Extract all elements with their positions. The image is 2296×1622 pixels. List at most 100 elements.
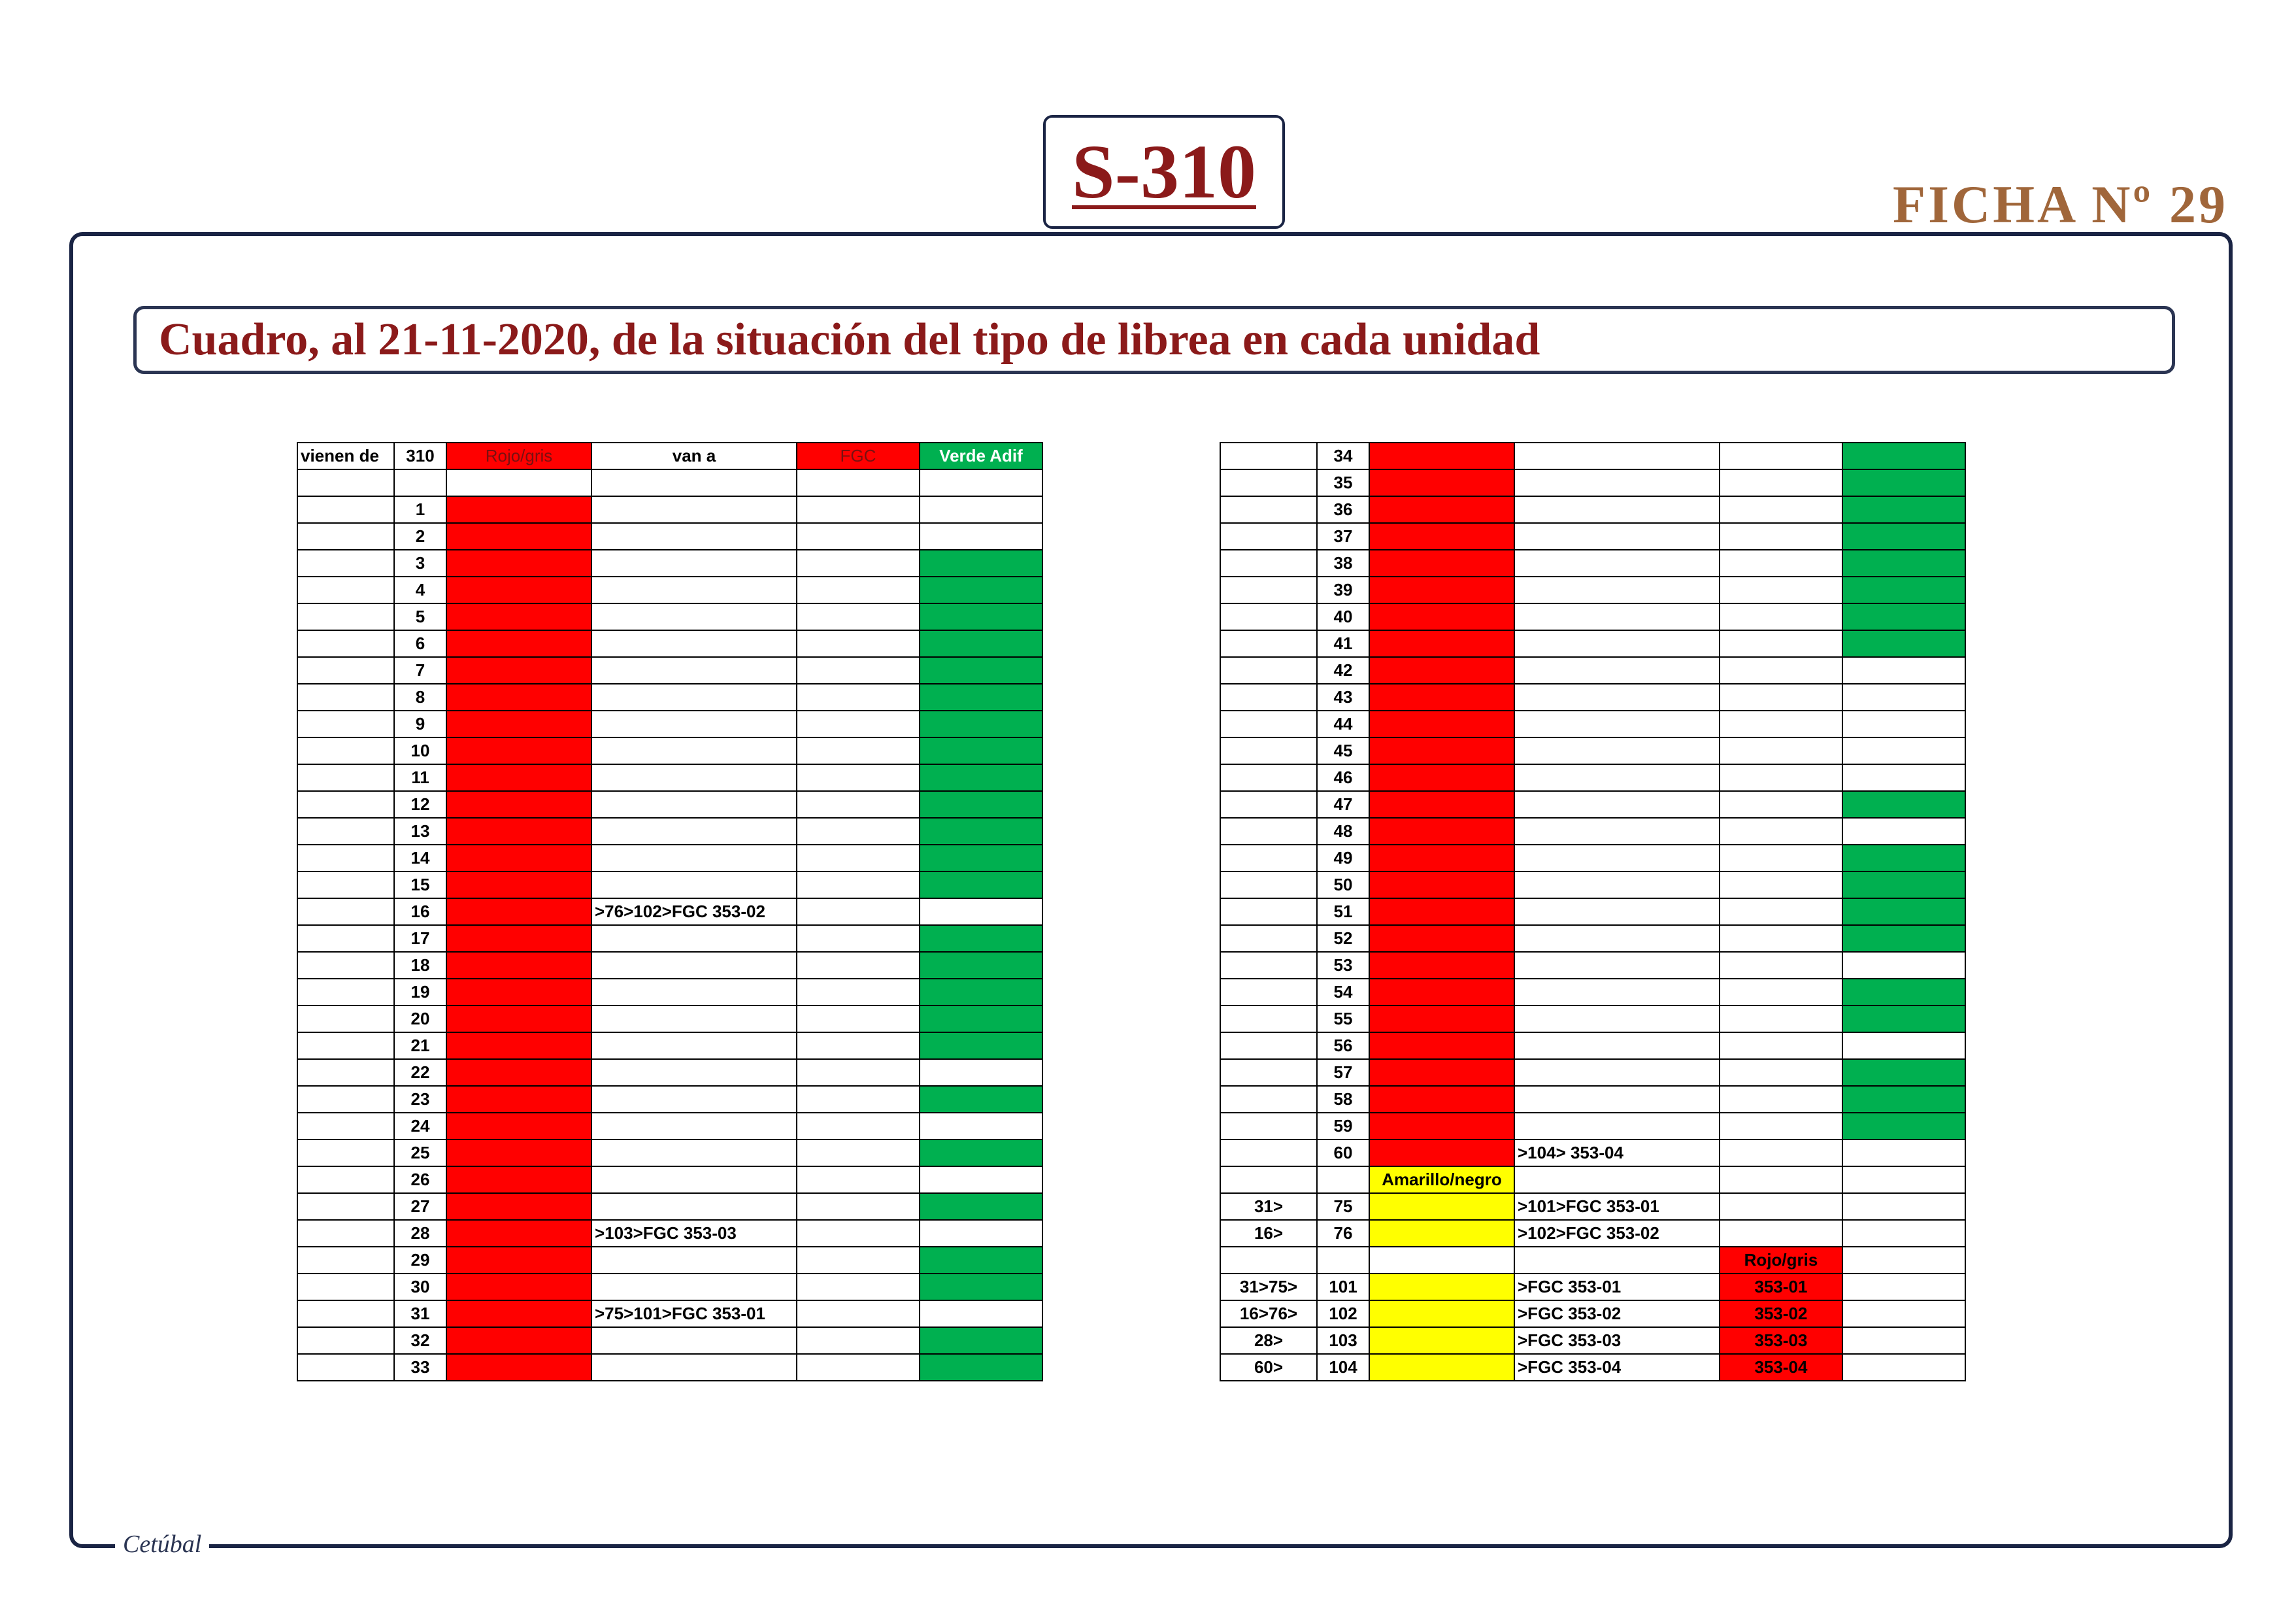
- cell-livery: [446, 1192, 592, 1221]
- cell-unit: 14: [393, 844, 447, 872]
- cell-fgc: [1719, 1219, 1843, 1247]
- cell-verde-adif: [1842, 576, 1966, 604]
- cell-van-a: >76>102>FGC 353-02: [591, 898, 797, 926]
- table-row: 15: [297, 871, 1043, 899]
- cell-livery: [1369, 1112, 1515, 1140]
- table-row: 52: [1220, 924, 1966, 953]
- header-vienen-de: vienen de: [297, 442, 395, 470]
- header-van-a: van a: [591, 442, 797, 470]
- table-row: 47: [1220, 790, 1966, 819]
- cell-vienen-de: [297, 683, 395, 711]
- cell-vienen-de: [1220, 737, 1318, 765]
- cell-verde-adif: [919, 1326, 1043, 1355]
- cell-vienen-de: [1220, 1139, 1318, 1167]
- cell-vienen-de: [1220, 790, 1318, 819]
- cell-verde-adif: [919, 1058, 1043, 1087]
- cell-fgc: [1719, 790, 1843, 819]
- cell-verde-adif: [919, 496, 1043, 524]
- table-row: 27: [297, 1192, 1043, 1221]
- cell-livery: [446, 1219, 592, 1247]
- cell-fgc: [796, 764, 920, 792]
- cell-van-a: >103>FGC 353-03: [591, 1219, 797, 1247]
- table-row: 14: [297, 844, 1043, 872]
- cell-verde-adif: [919, 898, 1043, 926]
- table-row: 39: [1220, 576, 1966, 604]
- table-row: 16 >76>102>FGC 353-02: [297, 898, 1043, 926]
- cell-van-a: >FGC 353-04: [1514, 1353, 1720, 1381]
- table-row: 9: [297, 710, 1043, 738]
- cell-vienen-de: [297, 871, 395, 899]
- table-row: 41: [1220, 630, 1966, 658]
- cell-livery: [446, 844, 592, 872]
- cell-livery: [1369, 1192, 1515, 1221]
- cell-unit: 36: [1316, 496, 1370, 524]
- cell-fgc: [796, 603, 920, 631]
- cell-vienen-de: [297, 1300, 395, 1328]
- cell-van-a: [1514, 522, 1720, 550]
- cell-van-a: [591, 603, 797, 631]
- cell-unit: [393, 469, 447, 497]
- cell-van-a: [591, 737, 797, 765]
- cell-van-a: [1514, 469, 1720, 497]
- cell-fgc: [796, 817, 920, 845]
- table-row: 25: [297, 1139, 1043, 1167]
- cell-unit: 5: [393, 603, 447, 631]
- cell-unit: 76: [1316, 1219, 1370, 1247]
- cell-van-a: [591, 1139, 797, 1167]
- table-row: 36: [1220, 496, 1966, 524]
- cell-vienen-de: 31>: [1220, 1192, 1318, 1221]
- cell-verde-adif: [1842, 656, 1966, 684]
- cell-fgc: [796, 1139, 920, 1167]
- cell-fgc: [796, 1166, 920, 1194]
- cell-livery: [1369, 683, 1515, 711]
- cell-fgc: Rojo/gris: [1719, 1246, 1843, 1274]
- cell-vienen-de: [1220, 522, 1318, 550]
- cell-van-a: [1514, 924, 1720, 953]
- table-row: 42: [1220, 656, 1966, 684]
- cell-van-a: [591, 871, 797, 899]
- cell-vienen-de: [297, 576, 395, 604]
- cell-verde-adif: [919, 603, 1043, 631]
- cell-livery: [1369, 951, 1515, 979]
- cell-fgc: [796, 1246, 920, 1274]
- table-row: 5: [297, 603, 1043, 631]
- cell-fgc: 353-04: [1719, 1353, 1843, 1381]
- cell-vienen-de: [1220, 549, 1318, 577]
- cell-verde-adif: [919, 576, 1043, 604]
- table-row: 50: [1220, 871, 1966, 899]
- cell-livery: [1369, 1246, 1515, 1274]
- cell-livery: [446, 1139, 592, 1167]
- cell-unit: 7: [393, 656, 447, 684]
- cell-fgc: [1719, 576, 1843, 604]
- cell-verde-adif: [919, 790, 1043, 819]
- table-row: [297, 469, 1043, 497]
- cell-livery: [446, 1058, 592, 1087]
- cell-vienen-de: [297, 630, 395, 658]
- table-row: 7: [297, 656, 1043, 684]
- cell-livery: [446, 1166, 592, 1194]
- cell-van-a: [1514, 1005, 1720, 1033]
- cell-fgc: 353-01: [1719, 1273, 1843, 1301]
- table-row: 12: [297, 790, 1043, 819]
- page-subtitle: Cuadro, al 21-11-2020, de la situación d…: [159, 314, 1540, 365]
- cell-fgc: 353-02: [1719, 1300, 1843, 1328]
- table-row: 59: [1220, 1112, 1966, 1140]
- cell-livery: [446, 924, 592, 953]
- cell-livery: [446, 1246, 592, 1274]
- cell-vienen-de: 16>76>: [1220, 1300, 1318, 1328]
- cell-unit: 54: [1316, 978, 1370, 1006]
- cell-unit: 1: [393, 496, 447, 524]
- table-row: 60 >104> 353-04: [1220, 1139, 1966, 1167]
- cell-vienen-de: [297, 790, 395, 819]
- cell-verde-adif: [919, 522, 1043, 550]
- cell-unit: 13: [393, 817, 447, 845]
- cell-unit: 31: [393, 1300, 447, 1328]
- cell-fgc: [796, 683, 920, 711]
- table-row: 29: [297, 1246, 1043, 1274]
- cell-fgc: [1719, 844, 1843, 872]
- ficha-number: FICHA Nº 29: [1893, 175, 2228, 234]
- cell-van-a: [1514, 978, 1720, 1006]
- cell-vienen-de: [297, 603, 395, 631]
- table-row: 34: [1220, 442, 1966, 470]
- cell-vienen-de: [297, 1139, 395, 1167]
